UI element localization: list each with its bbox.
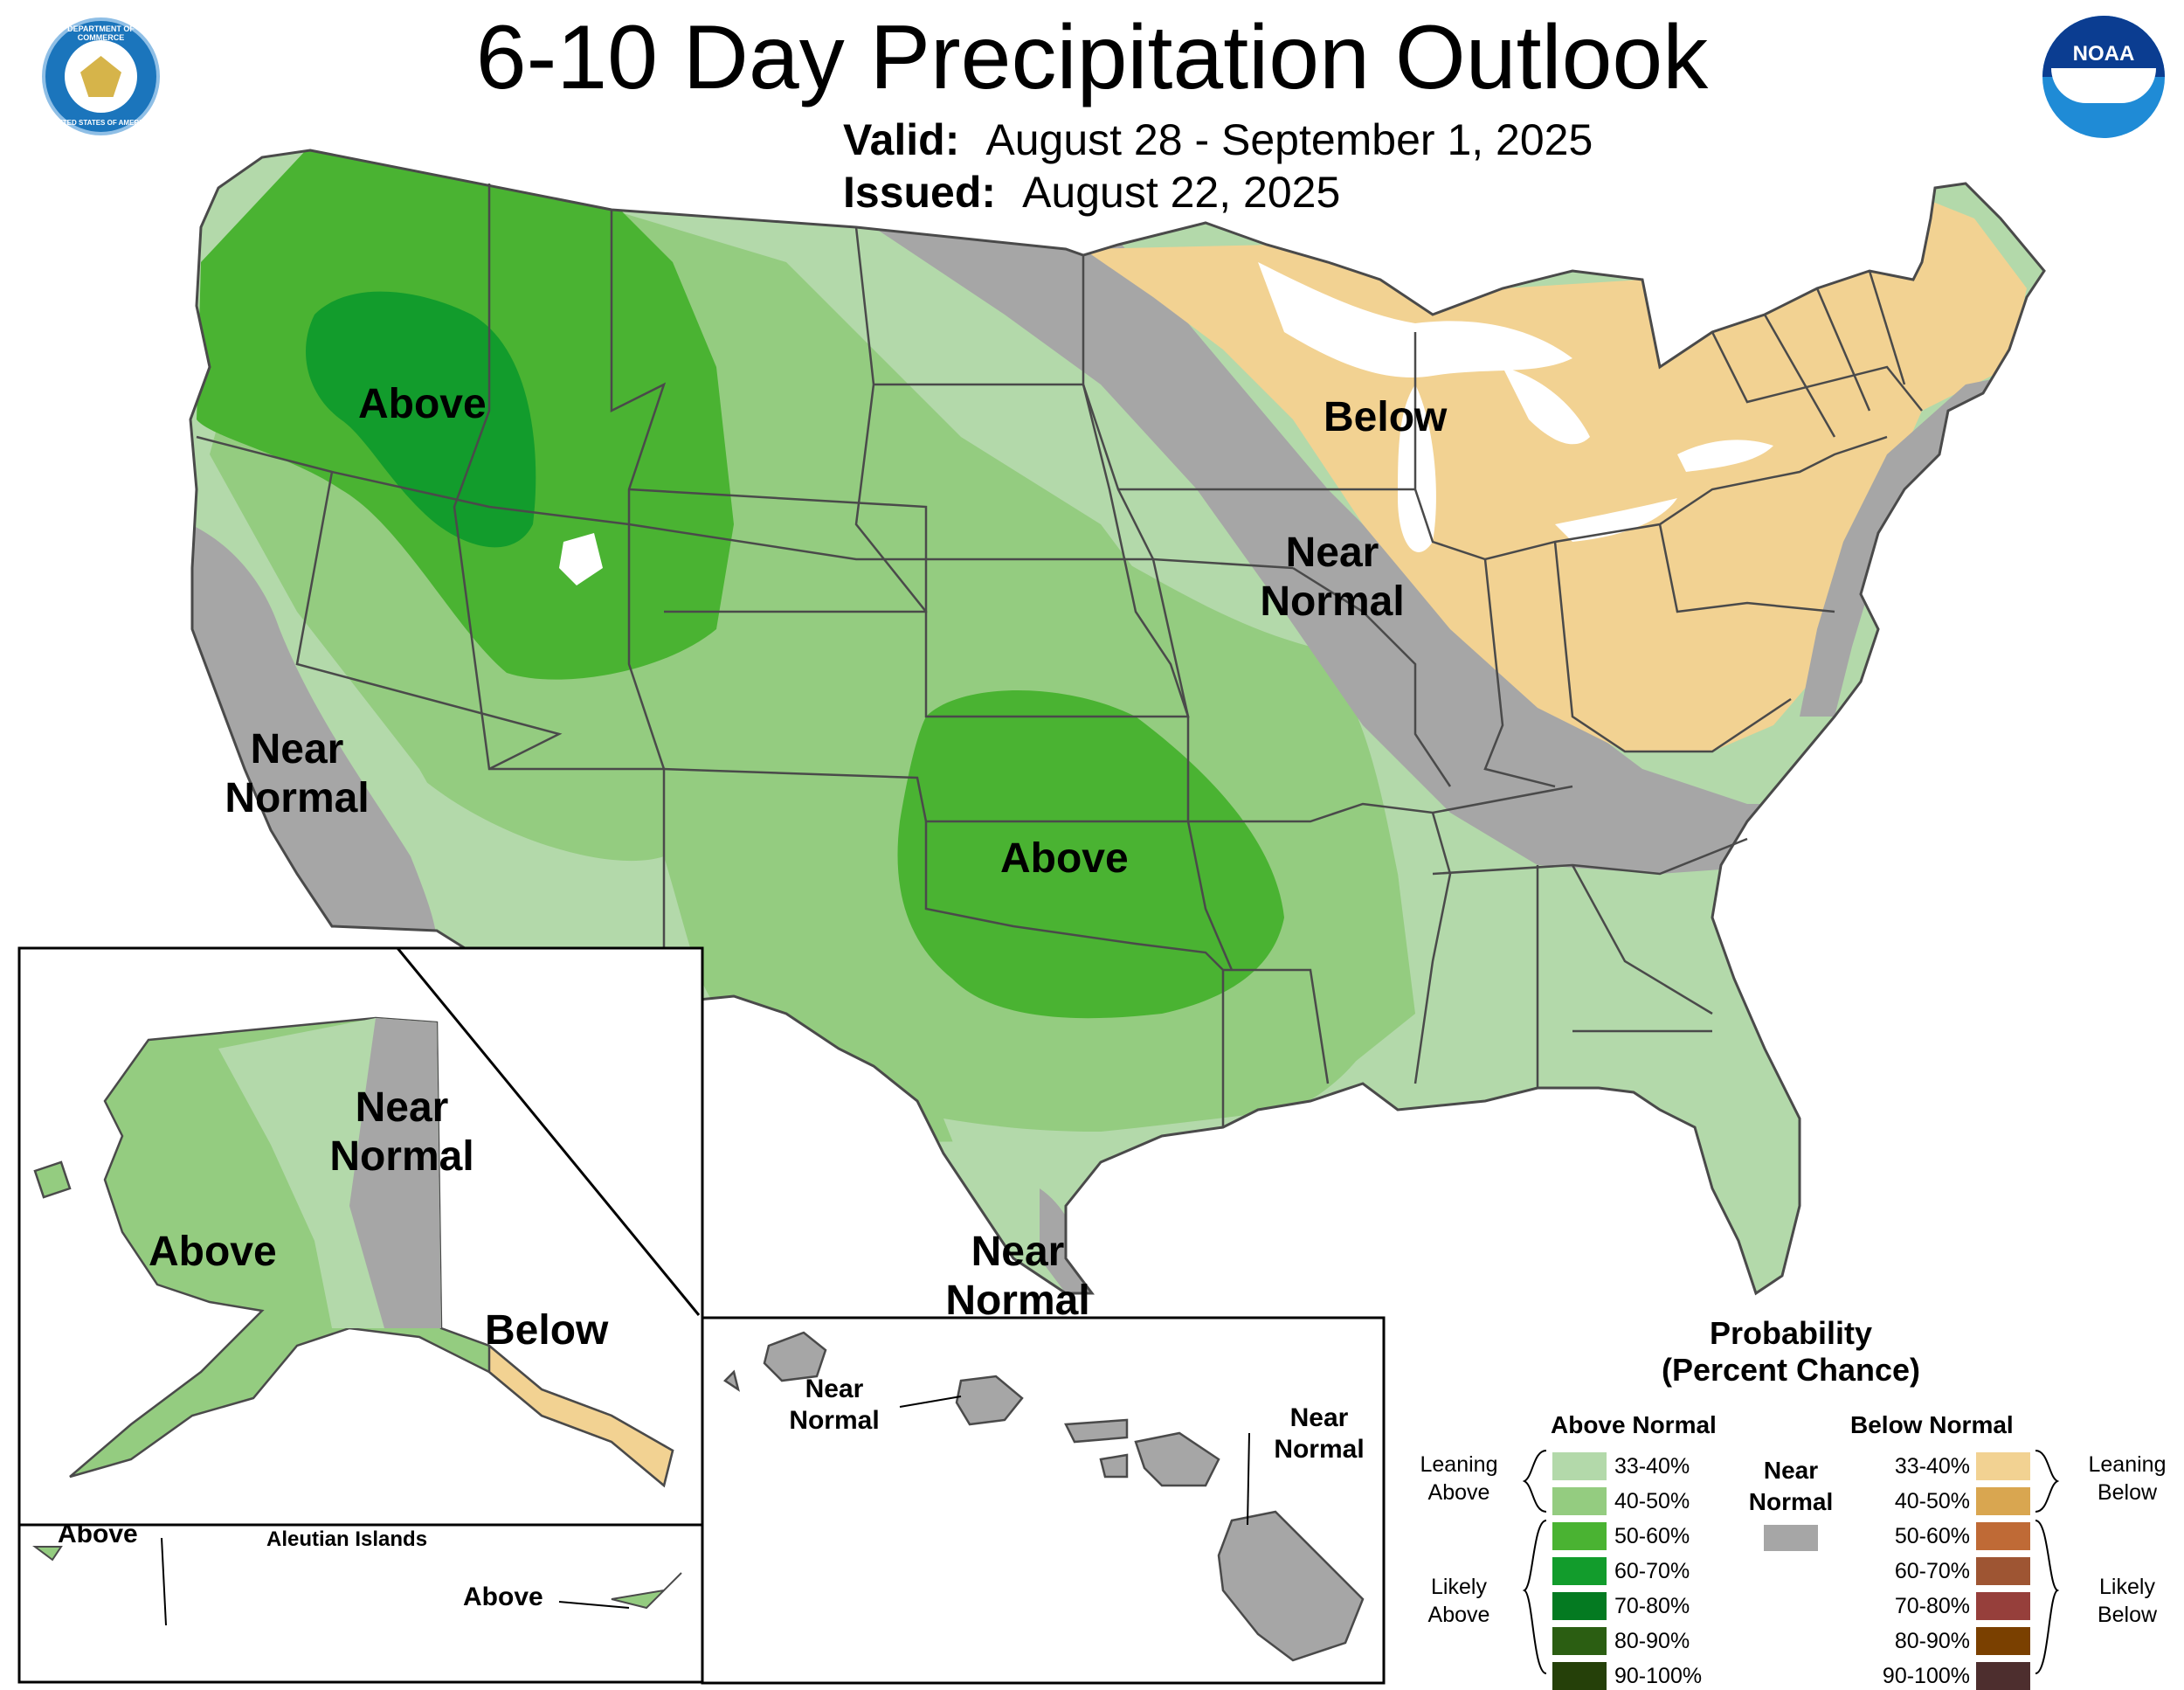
legend-likely-below: Likely Below <box>2097 1575 2158 1627</box>
label-alaska-below: Below <box>485 1307 609 1354</box>
label-alaska-above: Above <box>149 1229 277 1275</box>
legend-above-label-5: 80-90% <box>1614 1629 1690 1653</box>
issued-label: Issued: <box>843 168 997 217</box>
legend-leaning-below: Leaning Below <box>2088 1452 2167 1505</box>
noaa-logo-icon: NOAA <box>2042 16 2165 138</box>
legend-below-swatch-3 <box>1976 1557 2030 1585</box>
legend-above-label-6: 90-100% <box>1614 1664 1703 1688</box>
label-below-northeast: Below <box>1324 394 1448 440</box>
legend-title: Probability (Percent Chance) <box>1661 1315 1921 1388</box>
label-near-normal-midwest: Near Normal <box>1260 530 1405 625</box>
valid-label: Valid: <box>843 115 960 164</box>
aleutian-title: Aleutian Islands <box>266 1527 428 1551</box>
noaa-logo-text: NOAA <box>2072 42 2135 66</box>
legend-above-swatch-5 <box>1552 1627 1607 1655</box>
legend-below-swatch-6 <box>1976 1662 2030 1690</box>
legend-leaning-above: Leaning Above <box>1420 1452 1498 1505</box>
label-above-northwest: Above <box>358 381 487 427</box>
label-above-south: Above <box>1000 835 1129 882</box>
label-near-normal-california: Near Normal <box>225 726 370 821</box>
legend-above-swatch-2 <box>1552 1522 1607 1550</box>
legend-above-label-0: 33-40% <box>1614 1454 1690 1479</box>
issued-value: August 22, 2025 <box>1022 168 1341 217</box>
legend-above-swatch-0 <box>1552 1452 1607 1480</box>
legend-below-label-4: 70-80% <box>1894 1594 1970 1618</box>
legend-below-swatch-1 <box>1976 1487 2030 1515</box>
commerce-seal-top-text: DEPARTMENT OF COMMERCE <box>67 24 135 42</box>
legend-likely-above: Likely Above <box>1427 1575 1490 1627</box>
legend-above-label-3: 60-70% <box>1614 1559 1690 1583</box>
map-title: 6-10 Day Precipitation Outlook <box>475 7 1709 108</box>
hawaii-islands <box>723 1331 1365 1662</box>
label-hawaii-near-normal-west: Near Normal <box>789 1375 880 1435</box>
department-of-commerce-seal-icon: DEPARTMENT OF COMMERCE UNITED STATES OF … <box>42 17 160 135</box>
label-aleutian-above-west: Above <box>58 1520 138 1548</box>
legend-below-swatch-2 <box>1976 1522 2030 1550</box>
legend-above-label-4: 70-80% <box>1614 1594 1690 1618</box>
legend-above-label-2: 50-60% <box>1614 1524 1690 1548</box>
legend-below-label-5: 80-90% <box>1894 1629 1970 1653</box>
legend-above-swatch-6 <box>1552 1662 1607 1690</box>
legend-below-label-2: 50-60% <box>1894 1524 1970 1548</box>
legend-above-header: Above Normal <box>1551 1411 1717 1438</box>
valid-row: Valid: August 28 - September 1, 2025 <box>843 114 1593 166</box>
legend-above-label-1: 40-50% <box>1614 1489 1690 1513</box>
label-near-normal-texas: Near Normal <box>945 1229 1090 1324</box>
legend-below-swatch-0 <box>1976 1452 2030 1480</box>
legend-below-header: Below Normal <box>1850 1411 2014 1438</box>
legend-below-label-0: 33-40% <box>1894 1454 1970 1479</box>
label-hawaii-near-normal-east: Near Normal <box>1274 1403 1365 1464</box>
legend-below-swatch-4 <box>1976 1592 2030 1620</box>
alaska-shading <box>33 1016 674 1488</box>
legend-near-normal-swatch <box>1764 1525 1818 1551</box>
legend-above-swatch-3 <box>1552 1557 1607 1585</box>
legend-below-label-1: 40-50% <box>1894 1489 1970 1513</box>
legend-above-swatch-1 <box>1552 1487 1607 1515</box>
legend-braces <box>1522 1450 2060 1674</box>
label-aleutian-above-east: Above <box>463 1583 543 1611</box>
legend-below-label-6: 90-100% <box>1882 1664 1970 1688</box>
label-alaska-near-normal: Near Normal <box>329 1084 474 1180</box>
legend-below-label-3: 60-70% <box>1894 1559 1970 1583</box>
state-boundaries <box>189 149 2046 1296</box>
legend-above-swatch-4 <box>1552 1592 1607 1620</box>
legend-below-swatch-5 <box>1976 1627 2030 1655</box>
issued-row: Issued: August 22, 2025 <box>843 166 1340 218</box>
legend-near-normal: Near Normal <box>1748 1457 1834 1515</box>
valid-value: August 28 - September 1, 2025 <box>985 115 1593 164</box>
commerce-seal-bottom-text: UNITED STATES OF AMERICA <box>51 119 151 127</box>
